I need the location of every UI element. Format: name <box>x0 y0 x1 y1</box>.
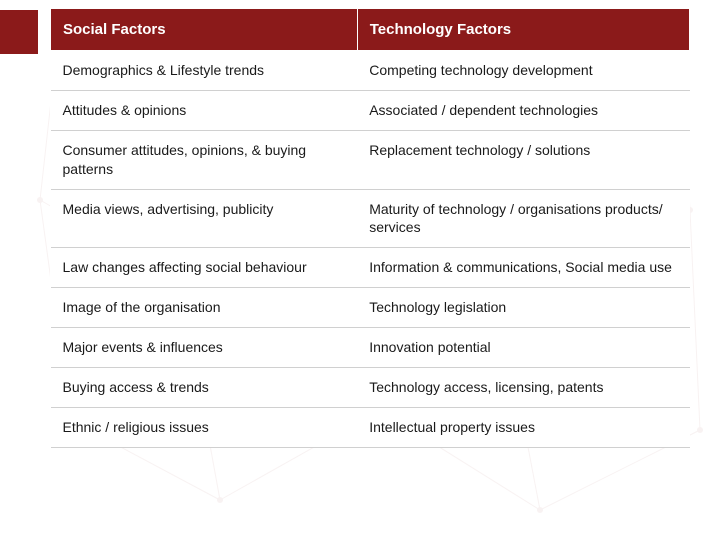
social-cell: Major events & influences <box>51 328 358 368</box>
social-cell: Demographics & Lifestyle trends <box>51 51 358 91</box>
table-row: Media views, advertising, publicity Matu… <box>51 189 690 248</box>
table-row: Law changes affecting social behaviour I… <box>51 248 690 288</box>
social-cell: Attitudes & opinions <box>51 90 358 130</box>
technology-cell: Competing technology development <box>357 51 689 91</box>
table-row: Demographics & Lifestyle trends Competin… <box>51 51 690 91</box>
column-header-technology: Technology Factors <box>357 9 689 51</box>
social-cell: Consumer attitudes, opinions, & buying p… <box>51 130 358 189</box>
social-cell: Media views, advertising, publicity <box>51 189 358 248</box>
technology-cell: Replacement technology / solutions <box>357 130 689 189</box>
technology-cell: Technology legislation <box>357 288 689 328</box>
table-row: Image of the organisation Technology leg… <box>51 288 690 328</box>
table-row: Consumer attitudes, opinions, & buying p… <box>51 130 690 189</box>
table-row: Ethnic / religious issues Intellectual p… <box>51 407 690 447</box>
table-row: Buying access & trends Technology access… <box>51 368 690 408</box>
technology-cell: Associated / dependent technologies <box>357 90 689 130</box>
left-accent-bar <box>0 10 38 54</box>
table-row: Attitudes & opinions Associated / depend… <box>51 90 690 130</box>
factors-table-container: Social Factors Technology Factors Demogr… <box>50 8 690 448</box>
social-cell: Image of the organisation <box>51 288 358 328</box>
social-cell: Buying access & trends <box>51 368 358 408</box>
column-header-social: Social Factors <box>51 9 358 51</box>
technology-cell: Information & communications, Social med… <box>357 248 689 288</box>
technology-cell: Technology access, licensing, patents <box>357 368 689 408</box>
technology-cell: Intellectual property issues <box>357 407 689 447</box>
social-cell: Ethnic / religious issues <box>51 407 358 447</box>
factors-table: Social Factors Technology Factors Demogr… <box>50 8 690 448</box>
table-row: Major events & influences Innovation pot… <box>51 328 690 368</box>
technology-cell: Maturity of technology / organisations p… <box>357 189 689 248</box>
table-header-row: Social Factors Technology Factors <box>51 9 690 51</box>
social-cell: Law changes affecting social behaviour <box>51 248 358 288</box>
technology-cell: Innovation potential <box>357 328 689 368</box>
